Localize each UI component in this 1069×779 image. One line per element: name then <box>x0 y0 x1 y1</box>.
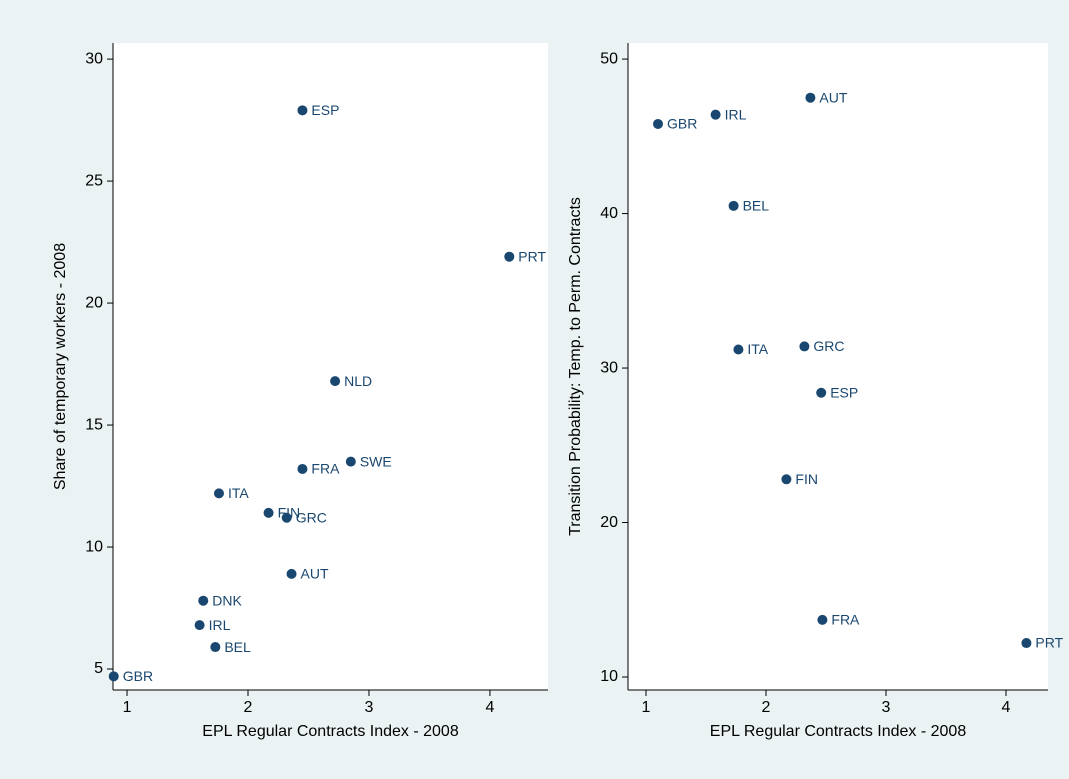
y-tick-label: 10 <box>600 668 618 685</box>
y-tick-label: 10 <box>85 538 103 555</box>
y-tick-label: 25 <box>85 172 103 189</box>
y-tick-label: 15 <box>85 416 103 433</box>
x-tick-label: 2 <box>244 699 253 716</box>
point <box>710 109 721 120</box>
y-tick-label: 20 <box>600 514 618 531</box>
point <box>213 488 224 499</box>
y-tick-label: 30 <box>600 359 618 376</box>
point <box>817 614 828 625</box>
point-label: ESP <box>830 384 858 400</box>
y-tick-label: 30 <box>85 50 103 67</box>
point-label: GBR <box>123 668 153 684</box>
point-label: FRA <box>831 612 860 628</box>
point <box>198 595 209 606</box>
point-label: AUT <box>301 566 329 582</box>
point <box>297 105 308 116</box>
point-label: BEL <box>224 639 251 655</box>
point <box>330 376 341 387</box>
point-label: PRT <box>518 248 546 264</box>
point <box>281 512 292 523</box>
y-axis-title: Transition Probability: Temp. to Perm. C… <box>567 197 584 536</box>
y-axis-title: Share of temporary workers - 2008 <box>52 243 69 490</box>
x-tick-label: 2 <box>762 699 771 716</box>
point-label: DNK <box>212 592 242 608</box>
point-label: FRA <box>311 461 340 477</box>
plot-area <box>628 43 1048 690</box>
y-tick-label: 5 <box>94 660 103 677</box>
x-tick-label: 1 <box>642 699 651 716</box>
x-tick-label: 3 <box>882 699 891 716</box>
x-tick-label: 1 <box>123 699 132 716</box>
point-label: AUT <box>819 89 847 105</box>
y-tick-label: 40 <box>600 205 618 222</box>
point <box>194 620 205 631</box>
point-label: GRC <box>813 338 844 354</box>
x-axis-title: EPL Regular Contracts Index - 2008 <box>202 723 459 740</box>
x-tick-label: 3 <box>365 699 374 716</box>
point-label: IRL <box>209 617 231 633</box>
point-label: GRC <box>296 509 327 525</box>
point-label: BEL <box>743 198 770 214</box>
point-label: GBR <box>667 116 697 132</box>
x-axis-title: EPL Regular Contracts Index - 2008 <box>710 723 967 740</box>
point-label: IRL <box>725 106 747 122</box>
point <box>733 344 744 355</box>
point-label: FIN <box>795 471 818 487</box>
point <box>805 92 816 103</box>
point <box>653 118 663 129</box>
x-tick-label: 4 <box>1002 699 1011 716</box>
point <box>297 463 308 474</box>
y-tick-label: 50 <box>600 50 618 67</box>
point-label: ITA <box>228 485 249 501</box>
y-tick-label: 20 <box>85 294 103 311</box>
point <box>345 456 356 467</box>
plot-area <box>113 43 548 690</box>
point <box>108 671 119 682</box>
point-label: PRT <box>1035 635 1063 651</box>
x-tick-label: 4 <box>485 699 494 716</box>
point <box>286 568 297 579</box>
point-label: ITA <box>747 341 768 357</box>
point <box>263 507 274 518</box>
point <box>781 474 792 485</box>
point <box>816 387 827 398</box>
point-label: SWE <box>360 453 392 469</box>
point-label: NLD <box>344 373 372 389</box>
point <box>1021 638 1032 649</box>
point <box>728 200 739 211</box>
point-label: ESP <box>311 102 339 118</box>
point <box>504 251 515 262</box>
point <box>210 642 221 653</box>
point <box>799 341 810 352</box>
